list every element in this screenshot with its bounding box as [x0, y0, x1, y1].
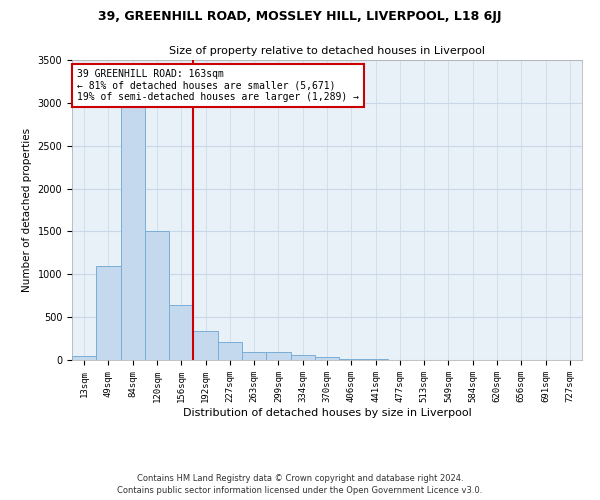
Bar	[72, 356, 96, 360]
Bar	[145, 232, 169, 360]
Bar	[364, 359, 388, 360]
Text: Contains HM Land Registry data © Crown copyright and database right 2024.
Contai: Contains HM Land Registry data © Crown c…	[118, 474, 482, 495]
Bar	[169, 305, 193, 360]
Bar	[339, 359, 364, 360]
Bar	[218, 342, 242, 360]
Title: Size of property relative to detached houses in Liverpool: Size of property relative to detached ho…	[169, 46, 485, 56]
Bar	[315, 358, 339, 360]
Bar	[290, 356, 315, 360]
Y-axis label: Number of detached properties: Number of detached properties	[22, 128, 32, 292]
Bar	[266, 352, 290, 360]
Bar	[242, 352, 266, 360]
Bar	[193, 331, 218, 360]
Text: 39, GREENHILL ROAD, MOSSLEY HILL, LIVERPOOL, L18 6JJ: 39, GREENHILL ROAD, MOSSLEY HILL, LIVERP…	[98, 10, 502, 23]
X-axis label: Distribution of detached houses by size in Liverpool: Distribution of detached houses by size …	[182, 408, 472, 418]
Bar	[121, 107, 145, 360]
Text: 39 GREENHILL ROAD: 163sqm
← 81% of detached houses are smaller (5,671)
19% of se: 39 GREENHILL ROAD: 163sqm ← 81% of detac…	[77, 69, 359, 102]
Bar	[96, 266, 121, 360]
